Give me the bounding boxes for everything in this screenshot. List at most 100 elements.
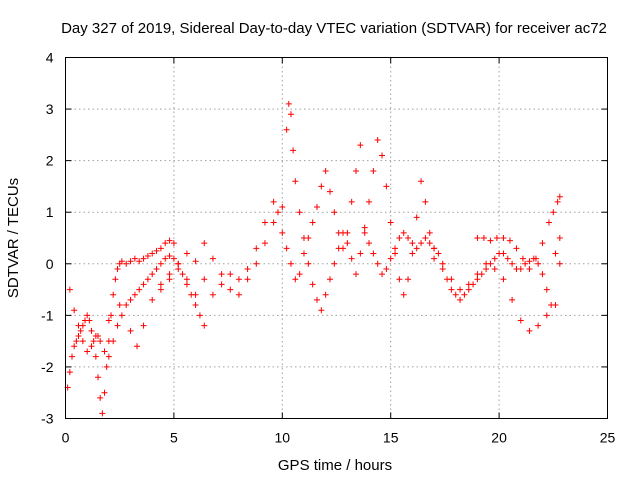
data-point	[66, 369, 73, 376]
data-point	[103, 363, 110, 370]
data-point	[175, 260, 182, 267]
data-point	[227, 286, 234, 293]
y-tick-labels: -3 -2 -1 0 1 2 3 4	[41, 50, 54, 427]
data-point	[556, 193, 563, 200]
data-point	[448, 276, 455, 283]
data-point	[500, 276, 507, 283]
data-point	[95, 374, 102, 381]
data-point	[457, 286, 464, 293]
data-point	[361, 229, 368, 236]
data-point	[192, 258, 199, 265]
data-point	[179, 271, 186, 278]
data-point	[400, 229, 407, 236]
data-point	[279, 229, 286, 236]
data-point	[175, 265, 182, 272]
data-point	[97, 338, 104, 345]
data-point	[335, 245, 342, 252]
data-point	[201, 240, 208, 247]
data-point	[69, 353, 76, 360]
data-point	[396, 276, 403, 283]
data-point	[392, 245, 399, 252]
data-point	[318, 307, 325, 314]
data-point	[227, 271, 234, 278]
data-point	[88, 343, 95, 350]
data-point	[405, 276, 412, 283]
data-point	[279, 204, 286, 211]
data-point	[500, 250, 507, 257]
data-point	[73, 338, 80, 345]
data-point	[114, 265, 121, 272]
y-tick-label: 1	[46, 204, 54, 220]
data-point	[418, 178, 425, 185]
data-point	[144, 276, 151, 283]
data-point	[244, 265, 251, 272]
data-point	[287, 111, 294, 118]
data-point	[370, 167, 377, 174]
data-point	[136, 258, 143, 265]
data-point	[84, 312, 91, 319]
data-point	[500, 235, 507, 241]
x-tick-labels: 0 5 10 15 20 25	[62, 430, 616, 446]
data-point	[405, 235, 412, 241]
data-point	[285, 100, 292, 107]
chart-title: Day 327 of 2019, Sidereal Day-to-day VTE…	[61, 20, 607, 37]
data-point	[556, 260, 563, 267]
data-point	[131, 291, 138, 298]
data-point	[112, 276, 119, 283]
data-point	[300, 250, 307, 257]
y-tick-label: 3	[46, 101, 54, 117]
data-point	[290, 147, 297, 154]
data-point	[526, 327, 533, 334]
data-point	[431, 245, 438, 252]
data-point	[493, 235, 500, 241]
data-point	[439, 260, 446, 267]
data-point	[166, 276, 173, 283]
data-point	[387, 255, 394, 262]
data-point	[77, 327, 84, 334]
data-point	[209, 255, 216, 262]
data-point	[157, 245, 164, 252]
data-point	[201, 276, 208, 283]
data-point	[157, 281, 164, 288]
data-point	[517, 317, 524, 324]
data-point	[413, 214, 420, 221]
x-tick-label: 5	[170, 430, 178, 446]
data-point	[296, 271, 303, 278]
data-point	[383, 265, 390, 272]
data-point	[491, 255, 498, 262]
data-point	[170, 255, 177, 262]
data-point	[305, 260, 312, 267]
y-tick-label: -1	[41, 307, 54, 323]
data-point	[483, 265, 490, 272]
data-point	[480, 235, 487, 241]
data-point	[331, 260, 338, 267]
data-point	[218, 271, 225, 278]
data-point	[344, 240, 351, 247]
data-point	[292, 178, 299, 185]
data-point	[379, 271, 386, 278]
data-point	[474, 276, 481, 283]
data-point	[153, 265, 160, 272]
data-point	[140, 281, 147, 288]
data-point	[183, 281, 190, 288]
data-point	[84, 348, 91, 355]
data-point	[487, 237, 494, 244]
data-point	[157, 260, 164, 267]
data-point	[461, 291, 468, 298]
data-point	[426, 240, 433, 247]
data-point	[296, 209, 303, 216]
data-point	[235, 291, 242, 298]
axis-ticks	[65, 57, 608, 419]
data-point	[309, 281, 316, 288]
data-point	[340, 229, 347, 236]
data-point	[153, 247, 160, 254]
data-point	[99, 410, 106, 417]
data-point	[88, 327, 95, 334]
data-point	[552, 250, 559, 257]
data-point	[261, 219, 268, 226]
data-point	[357, 250, 364, 257]
data-point	[322, 167, 329, 174]
data-point	[97, 394, 104, 401]
data-point	[457, 296, 464, 303]
